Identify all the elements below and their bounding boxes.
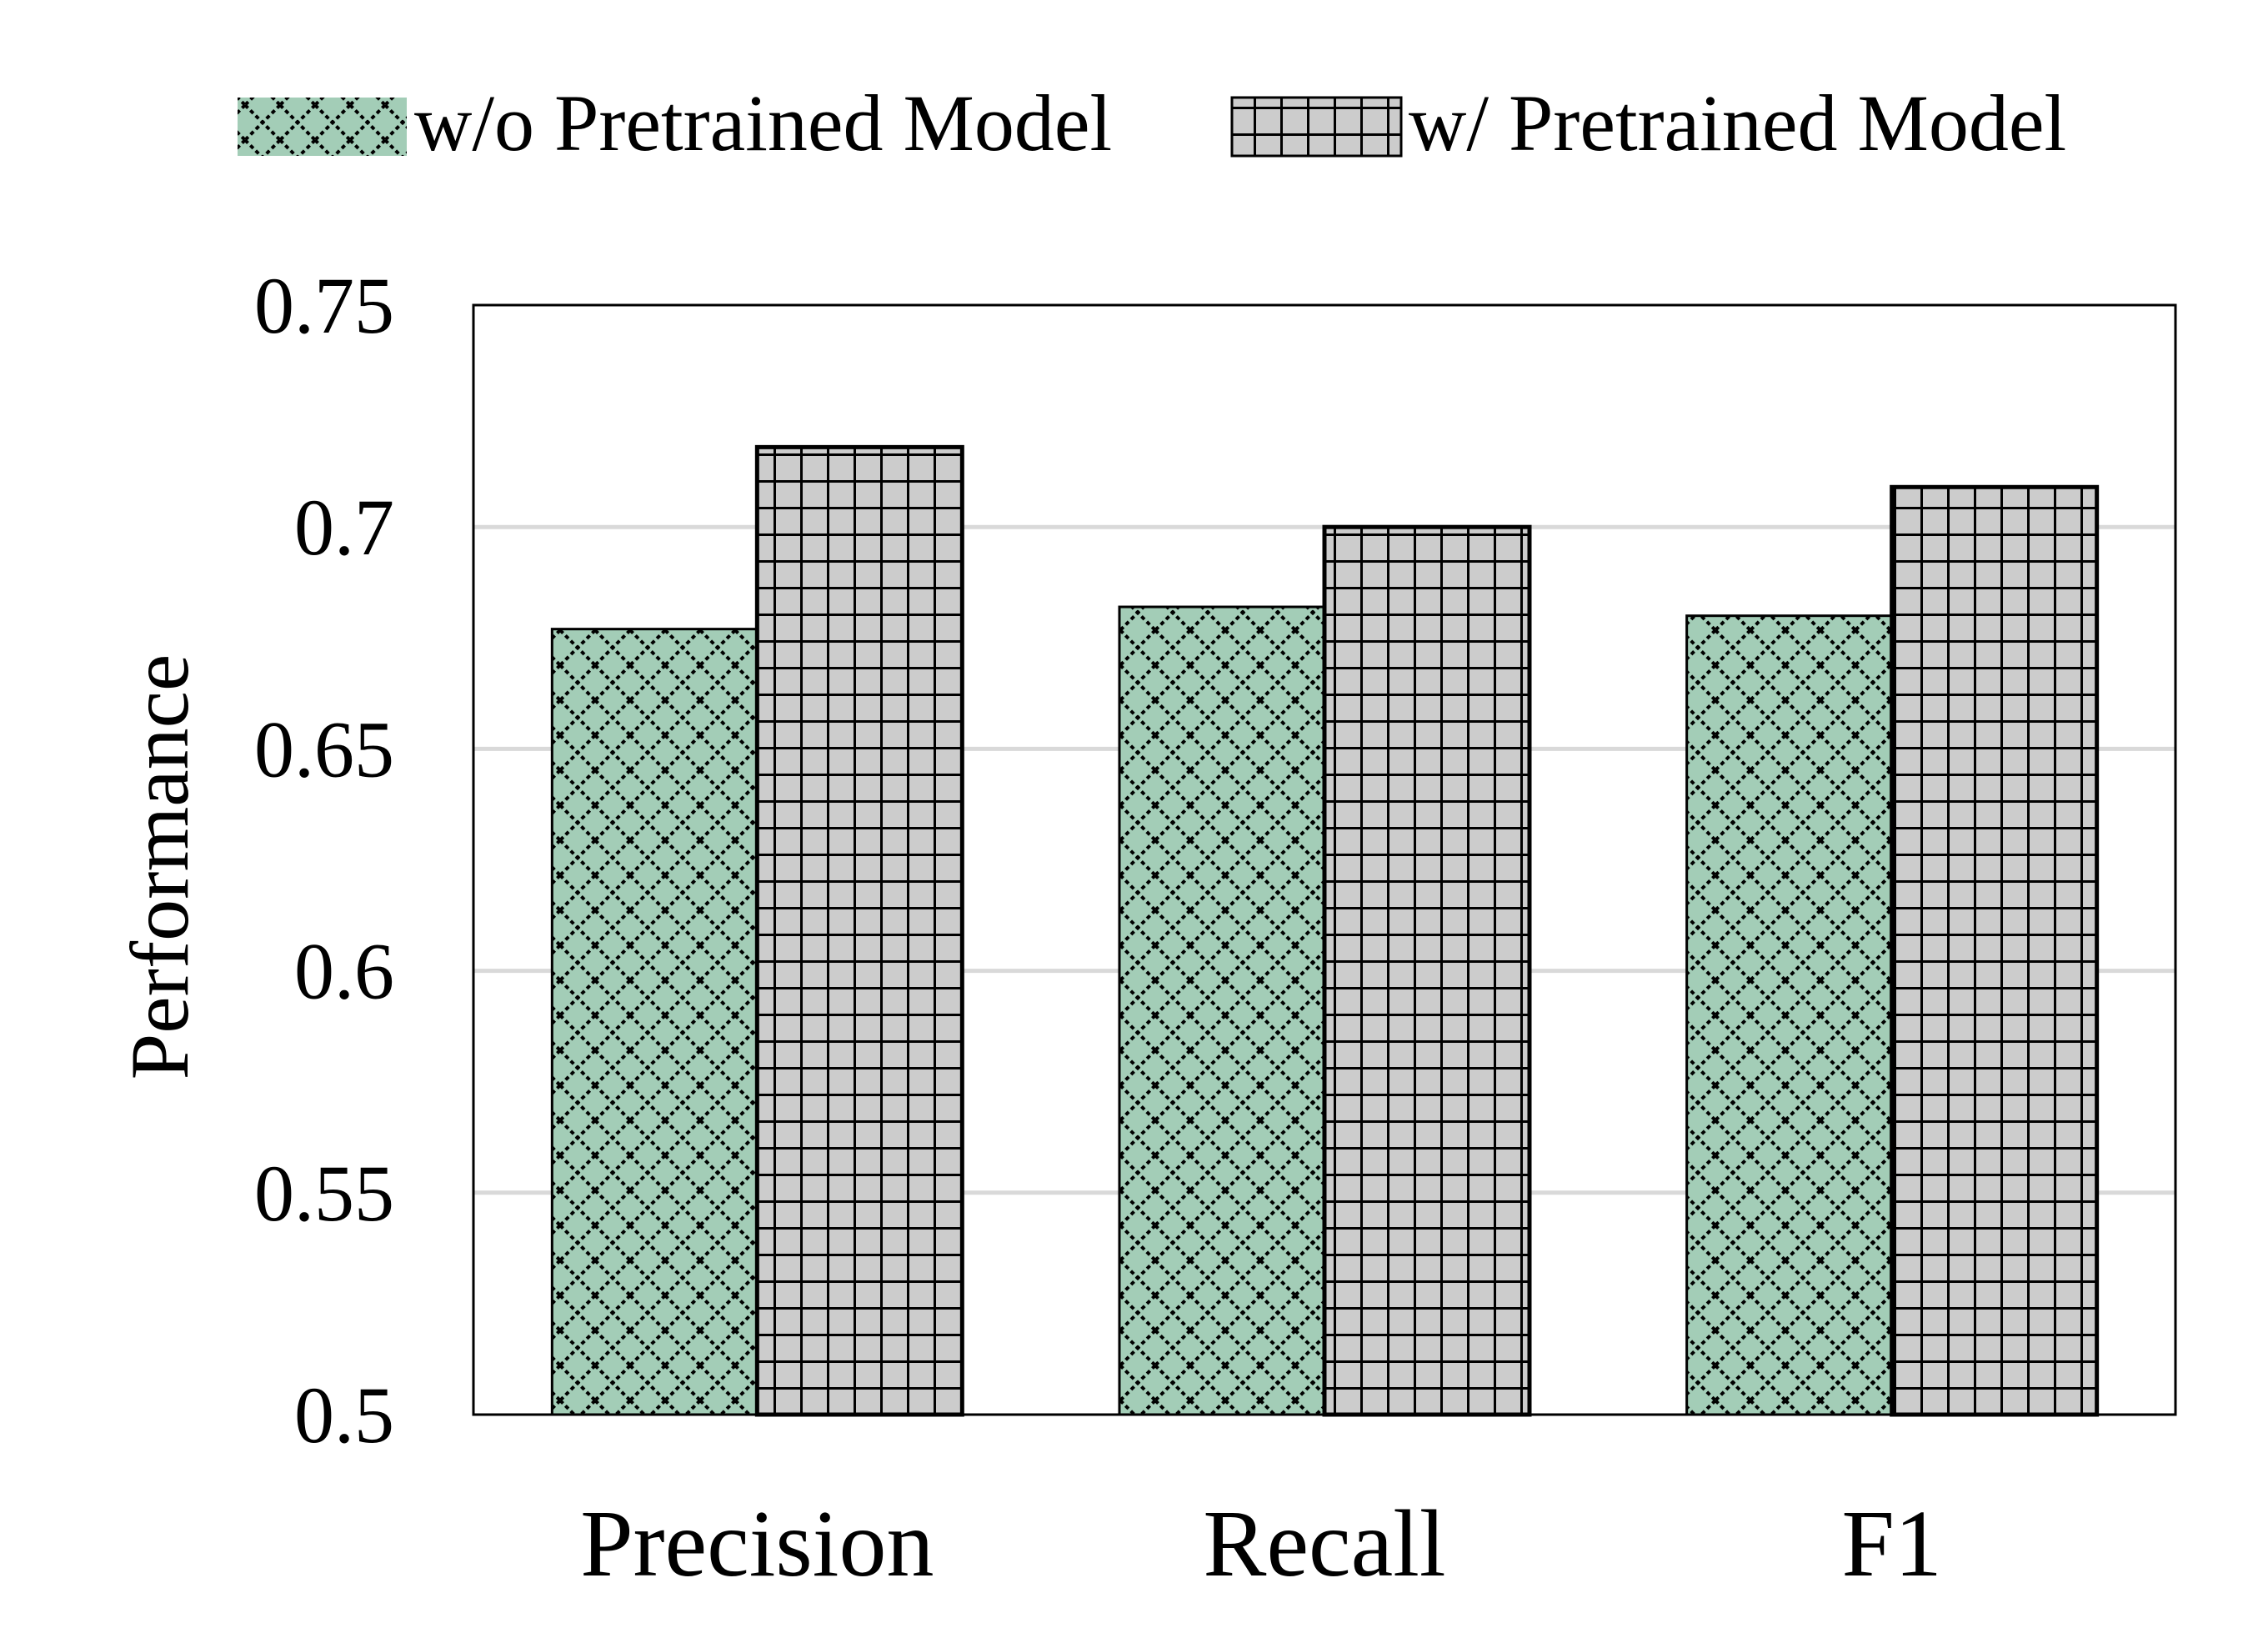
bars xyxy=(550,444,2100,1417)
bar-precision-without-pretrained xyxy=(550,628,759,1416)
legend-label-without-pretrained: w/o Pretrained Model xyxy=(414,78,1112,168)
y-tick-label: 0.6 xyxy=(294,927,394,1016)
y-tick-label: 0.5 xyxy=(294,1370,394,1460)
legend: w/o Pretrained Model w/ Pretrained Model xyxy=(238,78,2066,168)
bar-recall-without-pretrained xyxy=(1118,605,1326,1416)
x-category-label: Recall xyxy=(1203,1490,1445,1596)
bar-recall-with-pretrained xyxy=(1322,524,1532,1417)
bar-f1-without-pretrained xyxy=(1685,614,1894,1416)
y-tick-label: 0.65 xyxy=(254,704,394,794)
y-tick-label: 0.55 xyxy=(254,1149,394,1238)
y-tick-label: 0.7 xyxy=(294,483,394,572)
legend-label-with-pretrained: w/ Pretrained Model xyxy=(1409,78,2066,168)
bar-f1-with-pretrained xyxy=(1890,484,2100,1417)
x-category-label: F1 xyxy=(1841,1490,1941,1596)
legend-swatch-without-pretrained xyxy=(238,98,407,156)
y-axis-title: Performance xyxy=(113,654,206,1080)
y-tick-label: 0.75 xyxy=(254,261,394,350)
bar-precision-with-pretrained xyxy=(754,444,964,1417)
plot-area-frame xyxy=(472,303,2177,1416)
x-category-label: Precision xyxy=(580,1490,934,1596)
x-axis-labels: Precision Recall F1 xyxy=(580,1490,1942,1596)
legend-swatch-with-pretrained xyxy=(1230,96,1403,158)
y-axis-ticks: 0.5 0.55 0.6 0.65 0.7 0.75 xyxy=(254,261,394,1460)
